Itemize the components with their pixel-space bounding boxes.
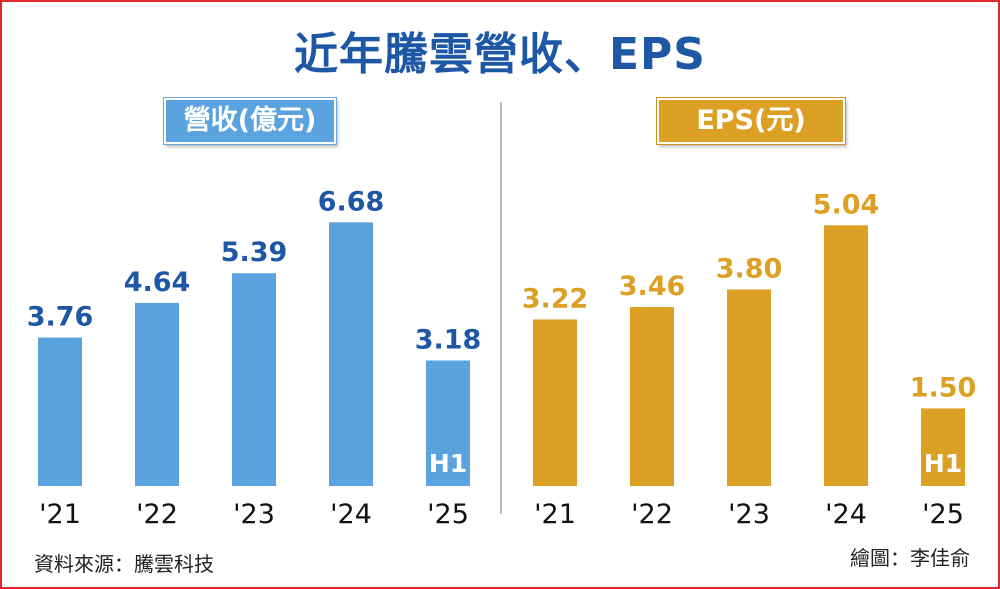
revenue-bar <box>135 302 179 486</box>
revenue-bar <box>38 337 82 486</box>
eps-bar <box>824 225 868 486</box>
revenue-value-label: 4.64 <box>124 267 191 298</box>
eps-bar <box>727 289 771 486</box>
revenue-bar <box>426 360 470 486</box>
eps-value-label: 5.04 <box>813 189 880 220</box>
eps-bar <box>533 319 577 486</box>
revenue-bar <box>232 273 276 486</box>
source-note: 資料來源：騰雲科技 <box>34 552 214 576</box>
eps-bar-note: H1 <box>924 449 962 478</box>
credit-note: 繪圖：李佳俞 <box>850 546 970 570</box>
revenue-category-label: '21 <box>39 499 81 530</box>
revenue-value-label: 6.68 <box>318 186 385 217</box>
revenue-bar <box>329 222 373 486</box>
revenue-value-label: 3.18 <box>415 324 482 355</box>
eps-category-label: '24 <box>825 499 867 530</box>
revenue-category-label: '23 <box>233 499 275 530</box>
eps-bar <box>630 307 674 486</box>
eps-value-label: 3.46 <box>619 271 686 302</box>
eps-legend-label: EPS(元) <box>656 97 846 145</box>
eps-value-label: 3.80 <box>716 253 783 284</box>
revenue-category-label: '22 <box>136 499 178 530</box>
eps-category-label: '22 <box>631 499 673 530</box>
panel-divider <box>500 102 502 514</box>
revenue-value-label: 5.39 <box>221 237 288 268</box>
eps-category-label: '23 <box>728 499 770 530</box>
eps-category-label: '25 <box>922 499 964 530</box>
eps-value-label: 3.22 <box>522 283 589 314</box>
eps-bar <box>921 408 965 486</box>
chart-title: 近年騰雲營收、EPS <box>294 29 706 80</box>
revenue-category-label: '25 <box>427 499 469 530</box>
revenue-bar-note: H1 <box>429 449 467 478</box>
eps-value-label: 1.50 <box>910 372 977 403</box>
revenue-category-label: '24 <box>330 499 372 530</box>
revenue-value-label: 3.76 <box>27 302 94 333</box>
eps-category-label: '21 <box>534 499 576 530</box>
revenue-legend-label: 營收(億元) <box>163 97 337 145</box>
